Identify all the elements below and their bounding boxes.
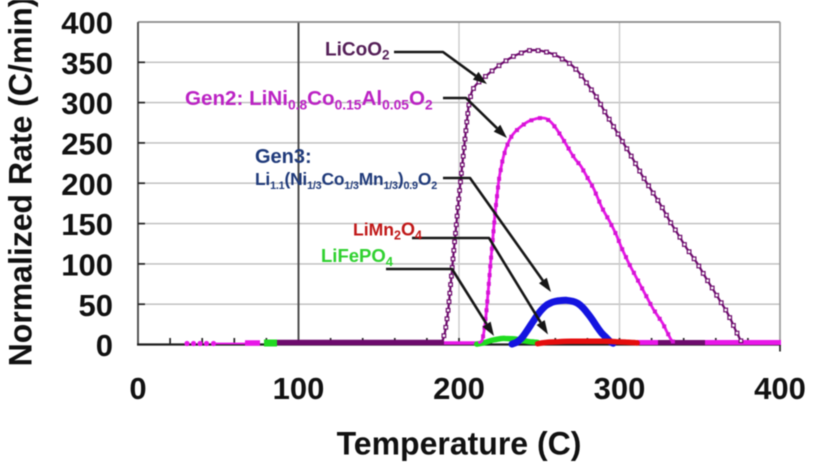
svg-text:300: 300 — [594, 371, 646, 406]
svg-text:200: 200 — [433, 371, 485, 406]
svg-text:100: 100 — [61, 248, 113, 283]
svg-text:0: 0 — [96, 328, 113, 363]
svg-text:LiMn2O4: LiMn2O4 — [353, 220, 422, 243]
svg-text:0: 0 — [129, 371, 146, 406]
svg-text:350: 350 — [61, 46, 113, 81]
svg-text:50: 50 — [79, 288, 113, 323]
svg-text:100: 100 — [273, 371, 325, 406]
svg-text:200: 200 — [61, 167, 113, 202]
svg-text:Temperature (C): Temperature (C) — [337, 426, 582, 462]
svg-text:Gen3:: Gen3: — [255, 146, 312, 168]
svg-text:400: 400 — [61, 6, 113, 41]
svg-text:400: 400 — [754, 371, 806, 406]
svg-text:150: 150 — [61, 207, 113, 242]
svg-text:300: 300 — [61, 86, 113, 121]
svg-text:250: 250 — [61, 127, 113, 162]
svg-text:LiCoO2: LiCoO2 — [325, 40, 390, 63]
svg-text:Normalized Rate (C/min): Normalized Rate (C/min) — [3, 0, 39, 366]
svg-text:LiFePO4: LiFePO4 — [321, 245, 394, 269]
